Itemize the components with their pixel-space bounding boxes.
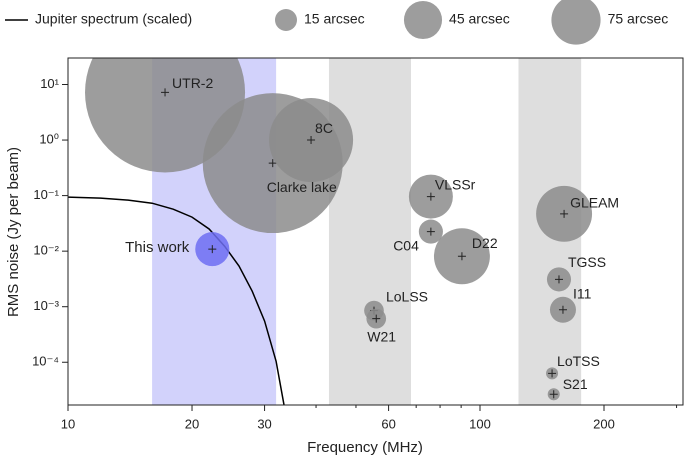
legend-label: 45 arcsec xyxy=(449,11,510,27)
x-tick-label: 100 xyxy=(469,416,491,431)
y-tick-label: 10⁻¹ xyxy=(33,187,59,202)
x-tick-label: 30 xyxy=(257,416,271,431)
y-axis-label: RMS noise (Jy per beam) xyxy=(5,147,22,317)
y-tick-label: 10⁻⁴ xyxy=(32,354,59,369)
point-label: I11 xyxy=(573,285,592,301)
point-label: UTR-2 xyxy=(172,75,213,91)
legend-label: 15 arcsec xyxy=(304,11,365,27)
y-tick-label: 10⁰ xyxy=(39,131,59,146)
legend-bubble xyxy=(403,0,443,40)
point-cross xyxy=(372,314,381,323)
legend-label: Jupiter spectrum (scaled) xyxy=(35,11,192,27)
band xyxy=(328,58,411,405)
plot-frame xyxy=(67,57,684,406)
point-label: W21 xyxy=(367,328,396,344)
legend-bubble xyxy=(275,9,297,31)
point-label: GLEAM xyxy=(570,195,619,211)
x-tick-label: 200 xyxy=(593,416,615,431)
point-cross xyxy=(307,136,316,145)
jupiter-line xyxy=(68,196,285,405)
x-tick-label: 10 xyxy=(61,416,75,431)
legend-bubble xyxy=(551,0,601,45)
point-cross xyxy=(426,192,435,201)
point-label: 8C xyxy=(315,120,333,136)
legend-label: 75 arcsec xyxy=(608,11,669,27)
point-label: LoTSS xyxy=(557,353,600,369)
point-label: S21 xyxy=(563,376,588,392)
bubble xyxy=(85,58,246,173)
point-cross xyxy=(161,88,170,97)
point-cross xyxy=(268,159,277,168)
legend: Jupiter spectrum (scaled) 15 arcsec 45 arc… xyxy=(5,0,668,45)
y-tick-label: 10⁻³ xyxy=(33,298,59,313)
x-tick-label: 60 xyxy=(381,416,395,431)
y-tick-label: 10⁻² xyxy=(33,243,59,258)
x-axis-label: Frequency (MHz) xyxy=(307,439,423,456)
point-cross xyxy=(549,390,558,399)
point-label: D22 xyxy=(472,235,498,251)
point-cross xyxy=(558,305,567,314)
plot-area xyxy=(68,58,593,405)
point-label: This work xyxy=(125,239,190,256)
point-cross xyxy=(457,252,466,261)
point-cross xyxy=(560,209,569,218)
point-cross xyxy=(208,245,217,254)
point-label: VLSSr xyxy=(435,176,476,192)
point-cross xyxy=(548,369,557,378)
point-label: C04 xyxy=(393,237,419,253)
x-tick-label: 20 xyxy=(185,416,199,431)
point-label: LoLSS xyxy=(386,288,428,304)
point-label: Clarke lake xyxy=(267,179,337,195)
point-cross xyxy=(426,227,435,236)
point-cross xyxy=(554,275,563,284)
point-label: TGSS xyxy=(568,254,606,270)
y-tick-label: 10¹ xyxy=(40,76,59,91)
point-labels: UTR-2 Clarke lake 8C This work VLSSr C04 D22 GL… xyxy=(125,75,619,392)
axes: 10 20 30 60 100 200 10¹ 10⁰ 10⁻¹ 10⁻² 10⁻³ 10⁻⁴ xyxy=(32,76,678,431)
